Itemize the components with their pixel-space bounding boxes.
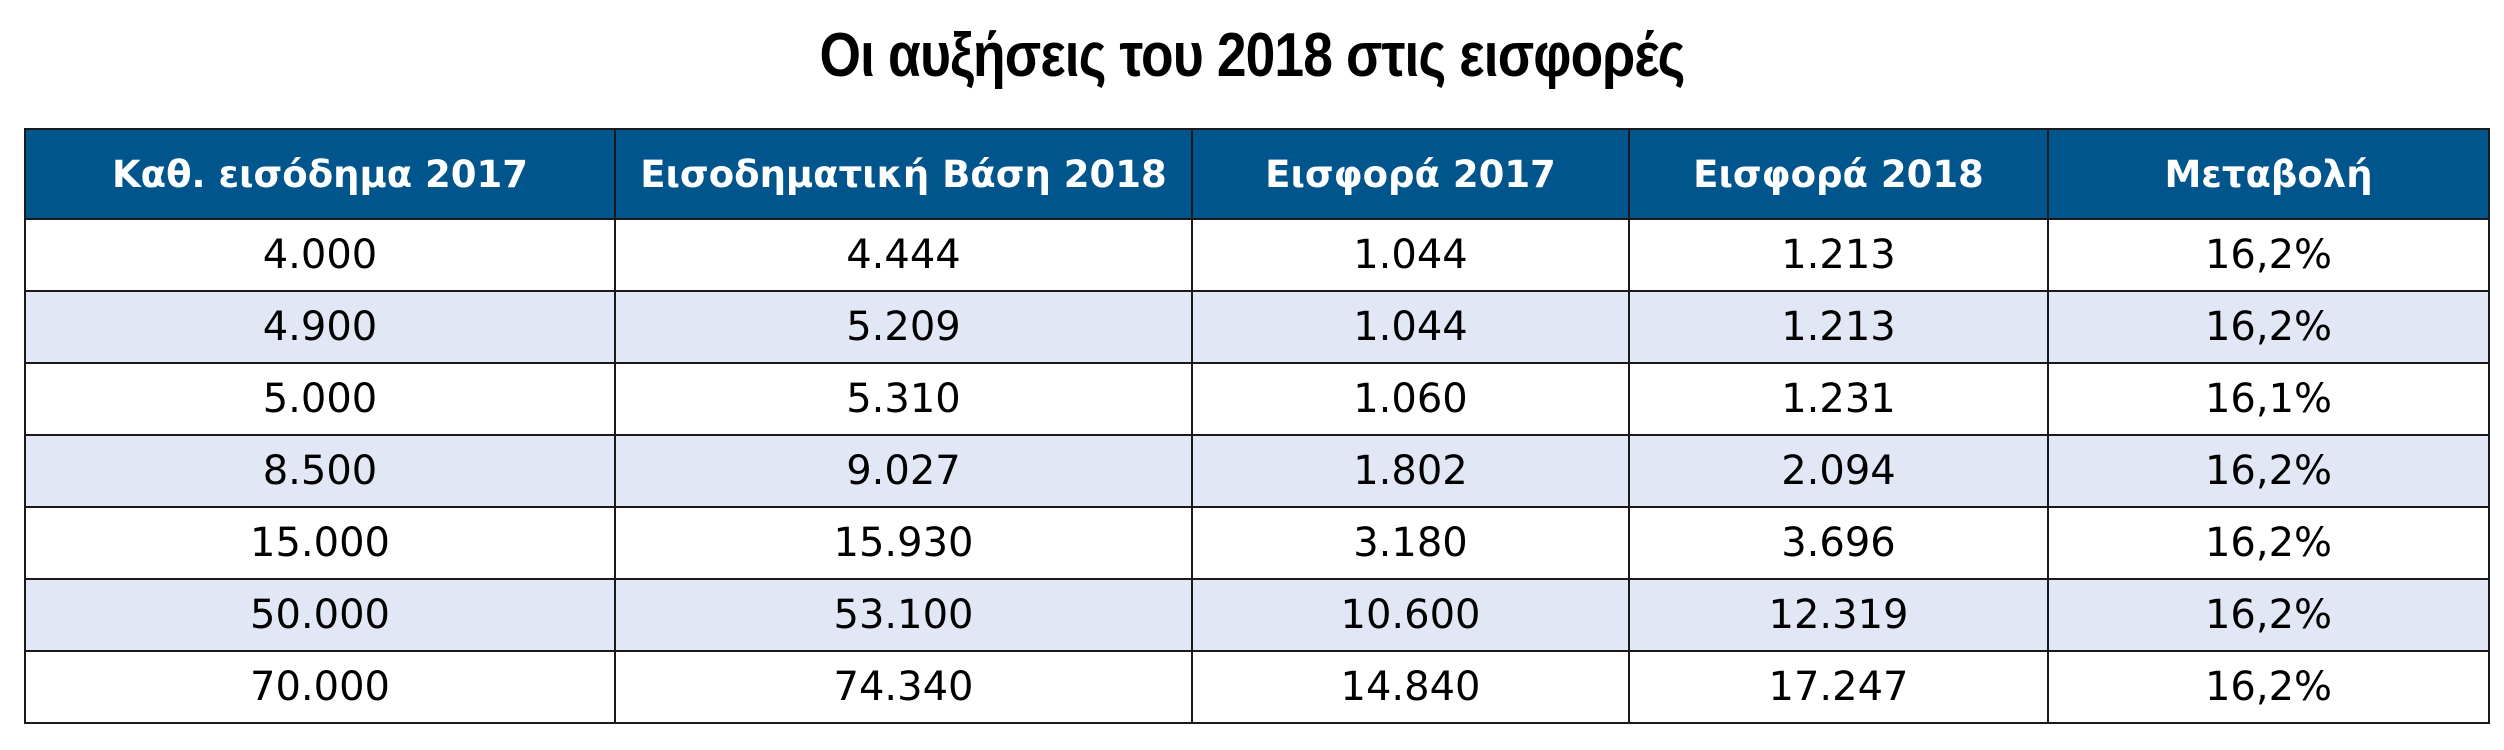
table-row: 15.000 15.930 3.180 3.696 16,2% xyxy=(24,506,2490,580)
column-header: Καθ. εισόδημα 2017 xyxy=(24,128,616,220)
table-cell: 1.044 xyxy=(1191,290,1630,364)
table-cell: 8.500 xyxy=(24,434,616,508)
table-cell: 17.247 xyxy=(1628,650,2049,724)
table-cell: 16,2% xyxy=(2047,290,2490,364)
column-header: Μεταβολή xyxy=(2047,128,2490,220)
table-cell: 50.000 xyxy=(24,578,616,652)
table-cell: 10.600 xyxy=(1191,578,1630,652)
table-cell: 1.044 xyxy=(1191,218,1630,292)
table-row: 5.000 5.310 1.060 1.231 16,1% xyxy=(24,362,2490,436)
table-cell: 4.444 xyxy=(614,218,1193,292)
table-cell: 53.100 xyxy=(614,578,1193,652)
table-cell: 70.000 xyxy=(24,650,616,724)
column-header: Εισφορά 2017 xyxy=(1191,128,1630,220)
table-cell: 16,1% xyxy=(2047,362,2490,436)
table-cell: 1.802 xyxy=(1191,434,1630,508)
table-cell: 3.180 xyxy=(1191,506,1630,580)
table-cell: 9.027 xyxy=(614,434,1193,508)
table-cell: 1.060 xyxy=(1191,362,1630,436)
chart-title: Οι αυξήσεις του 2018 στις εισφορές xyxy=(819,21,1686,90)
table-cell: 1.213 xyxy=(1628,218,2049,292)
table-cell: 5.209 xyxy=(614,290,1193,364)
table-cell: 12.319 xyxy=(1628,578,2049,652)
table-row: 4.000 4.444 1.044 1.213 16,2% xyxy=(24,218,2490,292)
table-cell: 14.840 xyxy=(1191,650,1630,724)
table-cell: 3.696 xyxy=(1628,506,2049,580)
table-cell: 2.094 xyxy=(1628,434,2049,508)
table-cell: 15.930 xyxy=(614,506,1193,580)
table-cell: 1.231 xyxy=(1628,362,2049,436)
table-cell: 4.900 xyxy=(24,290,616,364)
table-cell: 74.340 xyxy=(614,650,1193,724)
data-table: Καθ. εισόδημα 2017 Εισοδηματική Βάση 201… xyxy=(24,128,2490,724)
column-header: Εισφορά 2018 xyxy=(1628,128,2049,220)
table-cell: 16,2% xyxy=(2047,506,2490,580)
table-row: 70.000 74.340 14.840 17.247 16,2% xyxy=(24,650,2490,724)
table-cell: 16,2% xyxy=(2047,650,2490,724)
table-row: 4.900 5.209 1.044 1.213 16,2% xyxy=(24,290,2490,364)
table-cell: 5.310 xyxy=(614,362,1193,436)
table-cell: 16,2% xyxy=(2047,578,2490,652)
table-row: 8.500 9.027 1.802 2.094 16,2% xyxy=(24,434,2490,508)
table-cell: 5.000 xyxy=(24,362,616,436)
header-row: Καθ. εισόδημα 2017 Εισοδηματική Βάση 201… xyxy=(24,128,2490,220)
table-cell: 16,2% xyxy=(2047,218,2490,292)
table-row: 50.000 53.100 10.600 12.319 16,2% xyxy=(24,578,2490,652)
table-cell: 4.000 xyxy=(24,218,616,292)
column-header: Εισοδηματική Βάση 2018 xyxy=(614,128,1193,220)
table-cell: 16,2% xyxy=(2047,434,2490,508)
table-cell: 1.213 xyxy=(1628,290,2049,364)
table-cell: 15.000 xyxy=(24,506,616,580)
